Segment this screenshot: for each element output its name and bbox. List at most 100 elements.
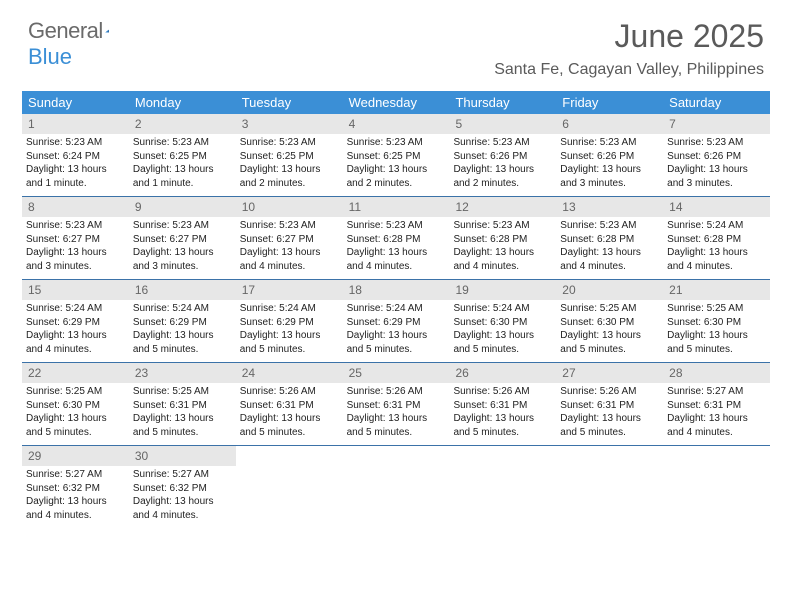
day-cell: 26Sunrise: 5:26 AMSunset: 6:31 PMDayligh… <box>449 363 556 445</box>
day-cell: 19Sunrise: 5:24 AMSunset: 6:30 PMDayligh… <box>449 280 556 362</box>
sunrise-text: Sunrise: 5:26 AM <box>560 385 659 399</box>
sunrise-text: Sunrise: 5:25 AM <box>667 302 766 316</box>
day-number: 1 <box>22 114 129 134</box>
day-body: Sunrise: 5:24 AMSunset: 6:29 PMDaylight:… <box>22 300 129 356</box>
day-body: Sunrise: 5:24 AMSunset: 6:30 PMDaylight:… <box>449 300 556 356</box>
day-number: 11 <box>343 197 450 217</box>
sunrise-text: Sunrise: 5:25 AM <box>133 385 232 399</box>
day-cell: 30Sunrise: 5:27 AMSunset: 6:32 PMDayligh… <box>129 446 236 528</box>
sunset-text: Sunset: 6:26 PM <box>453 150 552 164</box>
sunset-text: Sunset: 6:24 PM <box>26 150 125 164</box>
sunrise-text: Sunrise: 5:24 AM <box>240 302 339 316</box>
logo-text-1: General <box>28 18 103 44</box>
day-number: 27 <box>556 363 663 383</box>
day-cell: 8Sunrise: 5:23 AMSunset: 6:27 PMDaylight… <box>22 197 129 279</box>
day-number: 19 <box>449 280 556 300</box>
day-number: 7 <box>663 114 770 134</box>
day-cell: 16Sunrise: 5:24 AMSunset: 6:29 PMDayligh… <box>129 280 236 362</box>
day-number: 29 <box>22 446 129 466</box>
day-number: 30 <box>129 446 236 466</box>
daylight-text: Daylight: 13 hours and 3 minutes. <box>26 246 125 273</box>
week-row: 29Sunrise: 5:27 AMSunset: 6:32 PMDayligh… <box>22 446 770 528</box>
daylight-text: Daylight: 13 hours and 5 minutes. <box>560 329 659 356</box>
daylight-text: Daylight: 13 hours and 4 minutes. <box>240 246 339 273</box>
day-cell: 22Sunrise: 5:25 AMSunset: 6:30 PMDayligh… <box>22 363 129 445</box>
day-body: Sunrise: 5:23 AMSunset: 6:27 PMDaylight:… <box>129 217 236 273</box>
day-number: 3 <box>236 114 343 134</box>
daylight-text: Daylight: 13 hours and 4 minutes. <box>347 246 446 273</box>
day-number: 4 <box>343 114 450 134</box>
dow-thu: Thursday <box>449 91 556 114</box>
sunset-text: Sunset: 6:25 PM <box>240 150 339 164</box>
daylight-text: Daylight: 13 hours and 4 minutes. <box>453 246 552 273</box>
sunrise-text: Sunrise: 5:25 AM <box>560 302 659 316</box>
daylight-text: Daylight: 13 hours and 4 minutes. <box>667 412 766 439</box>
daylight-text: Daylight: 13 hours and 5 minutes. <box>133 412 232 439</box>
daylight-text: Daylight: 13 hours and 4 minutes. <box>560 246 659 273</box>
day-cell: 7Sunrise: 5:23 AMSunset: 6:26 PMDaylight… <box>663 114 770 196</box>
day-cell <box>663 446 770 528</box>
day-cell: 10Sunrise: 5:23 AMSunset: 6:27 PMDayligh… <box>236 197 343 279</box>
day-cell: 23Sunrise: 5:25 AMSunset: 6:31 PMDayligh… <box>129 363 236 445</box>
sunset-text: Sunset: 6:29 PM <box>133 316 232 330</box>
day-cell: 6Sunrise: 5:23 AMSunset: 6:26 PMDaylight… <box>556 114 663 196</box>
day-body: Sunrise: 5:25 AMSunset: 6:30 PMDaylight:… <box>663 300 770 356</box>
sunrise-text: Sunrise: 5:23 AM <box>560 136 659 150</box>
sunset-text: Sunset: 6:28 PM <box>560 233 659 247</box>
logo-sail-icon <box>105 21 110 41</box>
sunset-text: Sunset: 6:29 PM <box>240 316 339 330</box>
day-number: 18 <box>343 280 450 300</box>
sunrise-text: Sunrise: 5:23 AM <box>133 136 232 150</box>
sunrise-text: Sunrise: 5:23 AM <box>26 219 125 233</box>
day-cell: 14Sunrise: 5:24 AMSunset: 6:28 PMDayligh… <box>663 197 770 279</box>
sunset-text: Sunset: 6:31 PM <box>347 399 446 413</box>
daylight-text: Daylight: 13 hours and 2 minutes. <box>347 163 446 190</box>
day-body: Sunrise: 5:23 AMSunset: 6:26 PMDaylight:… <box>556 134 663 190</box>
sunset-text: Sunset: 6:27 PM <box>26 233 125 247</box>
daylight-text: Daylight: 13 hours and 5 minutes. <box>453 412 552 439</box>
day-cell: 18Sunrise: 5:24 AMSunset: 6:29 PMDayligh… <box>343 280 450 362</box>
daylight-text: Daylight: 13 hours and 5 minutes. <box>560 412 659 439</box>
sunset-text: Sunset: 6:31 PM <box>133 399 232 413</box>
logo-sub: Blue <box>28 44 72 70</box>
day-body: Sunrise: 5:23 AMSunset: 6:28 PMDaylight:… <box>449 217 556 273</box>
day-cell <box>343 446 450 528</box>
sunrise-text: Sunrise: 5:24 AM <box>347 302 446 316</box>
day-number: 12 <box>449 197 556 217</box>
day-cell: 21Sunrise: 5:25 AMSunset: 6:30 PMDayligh… <box>663 280 770 362</box>
week-row: 15Sunrise: 5:24 AMSunset: 6:29 PMDayligh… <box>22 280 770 363</box>
dow-mon: Monday <box>129 91 236 114</box>
location-text: Santa Fe, Cagayan Valley, Philippines <box>494 61 764 79</box>
day-cell: 1Sunrise: 5:23 AMSunset: 6:24 PMDaylight… <box>22 114 129 196</box>
day-number: 5 <box>449 114 556 134</box>
daylight-text: Daylight: 13 hours and 3 minutes. <box>133 246 232 273</box>
sunset-text: Sunset: 6:30 PM <box>26 399 125 413</box>
sunrise-text: Sunrise: 5:23 AM <box>240 219 339 233</box>
sunset-text: Sunset: 6:29 PM <box>26 316 125 330</box>
day-cell: 29Sunrise: 5:27 AMSunset: 6:32 PMDayligh… <box>22 446 129 528</box>
daylight-text: Daylight: 13 hours and 5 minutes. <box>347 412 446 439</box>
day-body: Sunrise: 5:23 AMSunset: 6:27 PMDaylight:… <box>22 217 129 273</box>
daylight-text: Daylight: 13 hours and 3 minutes. <box>667 163 766 190</box>
day-cell: 9Sunrise: 5:23 AMSunset: 6:27 PMDaylight… <box>129 197 236 279</box>
sunset-text: Sunset: 6:29 PM <box>347 316 446 330</box>
sunrise-text: Sunrise: 5:23 AM <box>133 219 232 233</box>
day-body: Sunrise: 5:23 AMSunset: 6:26 PMDaylight:… <box>663 134 770 190</box>
sunset-text: Sunset: 6:27 PM <box>133 233 232 247</box>
day-body: Sunrise: 5:23 AMSunset: 6:28 PMDaylight:… <box>343 217 450 273</box>
sunset-text: Sunset: 6:30 PM <box>560 316 659 330</box>
day-cell: 2Sunrise: 5:23 AMSunset: 6:25 PMDaylight… <box>129 114 236 196</box>
day-cell: 4Sunrise: 5:23 AMSunset: 6:25 PMDaylight… <box>343 114 450 196</box>
sunrise-text: Sunrise: 5:27 AM <box>133 468 232 482</box>
day-number: 2 <box>129 114 236 134</box>
day-cell: 28Sunrise: 5:27 AMSunset: 6:31 PMDayligh… <box>663 363 770 445</box>
day-number: 26 <box>449 363 556 383</box>
sunrise-text: Sunrise: 5:26 AM <box>347 385 446 399</box>
title-block: June 2025 Santa Fe, Cagayan Valley, Phil… <box>494 18 764 79</box>
sunset-text: Sunset: 6:31 PM <box>453 399 552 413</box>
day-number: 13 <box>556 197 663 217</box>
daylight-text: Daylight: 13 hours and 5 minutes. <box>26 412 125 439</box>
sunset-text: Sunset: 6:25 PM <box>347 150 446 164</box>
dow-sun: Sunday <box>22 91 129 114</box>
sunrise-text: Sunrise: 5:25 AM <box>26 385 125 399</box>
